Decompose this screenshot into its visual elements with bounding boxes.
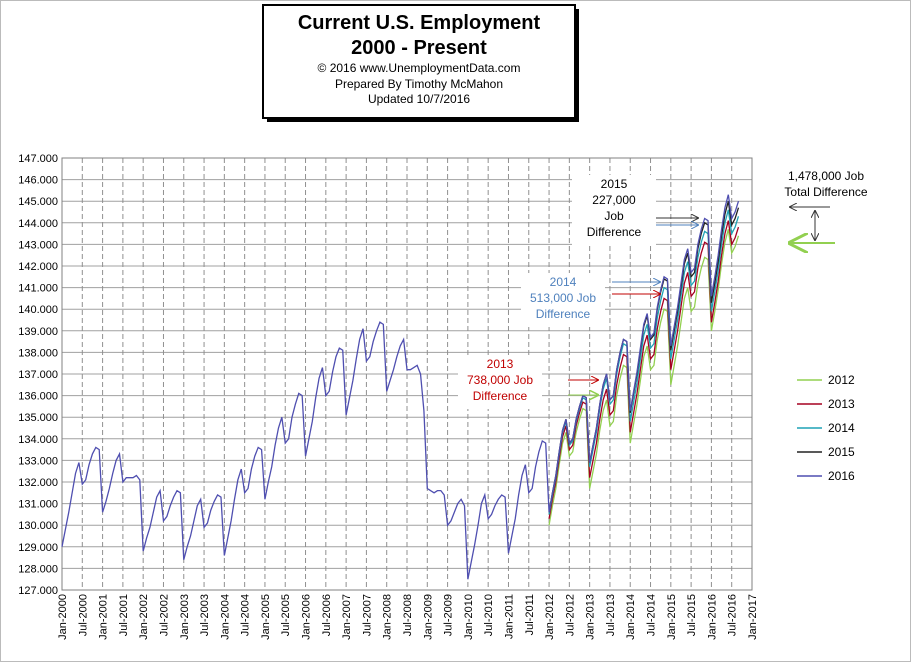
y-tick-label: 145.000 (18, 196, 58, 208)
annotation: Total Difference (784, 185, 867, 199)
x-tick-label: Jan-2008 (382, 594, 394, 640)
x-tick-label: Jan-2014 (625, 594, 637, 640)
legend-label: 2013 (828, 397, 855, 411)
x-tick-label: Jul-2003 (199, 594, 211, 636)
y-tick-label: 147.000 (18, 153, 58, 165)
x-tick-label: Jan-2011 (503, 594, 515, 639)
x-tick-label: Jul-2004 (240, 594, 252, 636)
x-tick-label: Jan-2005 (260, 594, 272, 640)
annotation: 2013 (487, 357, 514, 371)
y-tick-label: 129.000 (18, 542, 58, 554)
annotation-box (572, 175, 656, 245)
legend-label: 2014 (828, 421, 855, 435)
x-tick-label: Jan-2010 (463, 594, 475, 640)
series-line (548, 229, 740, 526)
y-tick-label: 143.000 (18, 239, 58, 251)
annotation: Job (604, 209, 624, 223)
y-tick-label: 133.000 (18, 455, 58, 467)
series-line (61, 194, 740, 580)
x-tick-label: Jul-2014 (646, 594, 658, 636)
annotation: Difference (587, 225, 642, 239)
x-tick-label: Jul-2000 (77, 594, 89, 636)
x-tick-label: Jul-2009 (443, 594, 455, 636)
x-tick-label: Jul-2006 (321, 594, 333, 636)
x-tick-label: Jan-2015 (666, 594, 678, 640)
x-tick-label: Jul-2016 (727, 594, 739, 636)
x-tick-label: Jan-2007 (341, 594, 353, 640)
y-tick-label: 146.000 (18, 175, 58, 187)
title-box (262, 4, 576, 119)
y-tick-label: 132.000 (18, 477, 58, 489)
x-tick-label: Jul-2007 (361, 594, 373, 636)
legend-label: 2016 (828, 469, 855, 483)
x-tick-label: Jan-2006 (301, 594, 313, 640)
y-tick-label: 130.000 (18, 520, 58, 532)
y-tick-label: 128.000 (18, 563, 58, 575)
annotation: Difference (473, 389, 528, 403)
x-tick-label: Jan-2004 (219, 594, 231, 640)
x-tick-label: Jul-2015 (686, 594, 698, 636)
x-tick-label: Jul-2010 (483, 594, 495, 636)
annotation: 1,478,000 Job (788, 169, 864, 183)
x-tick-label: Jan-2003 (179, 594, 191, 640)
y-tick-label: 134.000 (18, 434, 58, 446)
y-tick-label: 136.000 (18, 391, 58, 403)
annotation: 2015 (601, 177, 628, 191)
x-tick-label: Jan-2016 (706, 594, 718, 640)
x-tick-label: Jul-2001 (118, 594, 130, 636)
y-tick-label: 142.000 (18, 261, 58, 273)
x-tick-label: Jan-2001 (98, 594, 110, 640)
annotation-box (521, 273, 605, 327)
x-tick-label: Jul-2008 (402, 594, 414, 636)
y-tick-label: 131.000 (18, 499, 58, 511)
legend-label: 2012 (828, 373, 855, 387)
x-tick-label: Jul-2011 (524, 594, 536, 635)
subtitle: © 2016 www.UnemploymentData.com (318, 61, 521, 75)
y-tick-label: 140.000 (18, 304, 58, 316)
x-tick-label: Jan-2013 (585, 594, 597, 640)
annotation-box (458, 355, 542, 409)
plot-border (61, 157, 753, 591)
annotation: 513,000 Job (530, 291, 596, 305)
series-line (548, 220, 740, 519)
annotation: 227,000 (592, 193, 636, 207)
x-tick-label: Jan-2002 (138, 594, 150, 640)
x-tick-label: Jul-2002 (158, 594, 170, 636)
annotation: Difference (536, 307, 591, 321)
x-tick-label: Jul-2012 (564, 594, 576, 636)
y-tick-label: 127.000 (18, 585, 58, 597)
chart-title: Current U.S. Employment (298, 12, 541, 34)
x-tick-label: Jan-2000 (57, 594, 69, 640)
arrows (568, 207, 835, 395)
x-tick-label: Jul-2013 (605, 594, 617, 636)
x-tick-label: Jan-2017 (747, 594, 759, 640)
y-tick-label: 138.000 (18, 347, 58, 359)
annotation: 738,000 Job (467, 373, 533, 387)
y-tick-label: 141.000 (18, 283, 58, 295)
subtitle: Prepared By Timothy McMahon (335, 77, 503, 91)
x-tick-label: Jul-2005 (280, 594, 292, 636)
x-tick-label: Jan-2009 (422, 594, 434, 640)
annotation: 2014 (550, 275, 577, 289)
x-tick-label: Jan-2012 (544, 594, 556, 640)
subtitle: Updated 10/7/2016 (368, 92, 470, 106)
legend-label: 2015 (828, 445, 855, 459)
y-tick-label: 144.000 (18, 218, 58, 230)
chart-title: 2000 - Present (351, 37, 487, 59)
y-tick-label: 137.000 (18, 369, 58, 381)
y-tick-label: 135.000 (18, 412, 58, 424)
y-tick-label: 139.000 (18, 326, 58, 338)
